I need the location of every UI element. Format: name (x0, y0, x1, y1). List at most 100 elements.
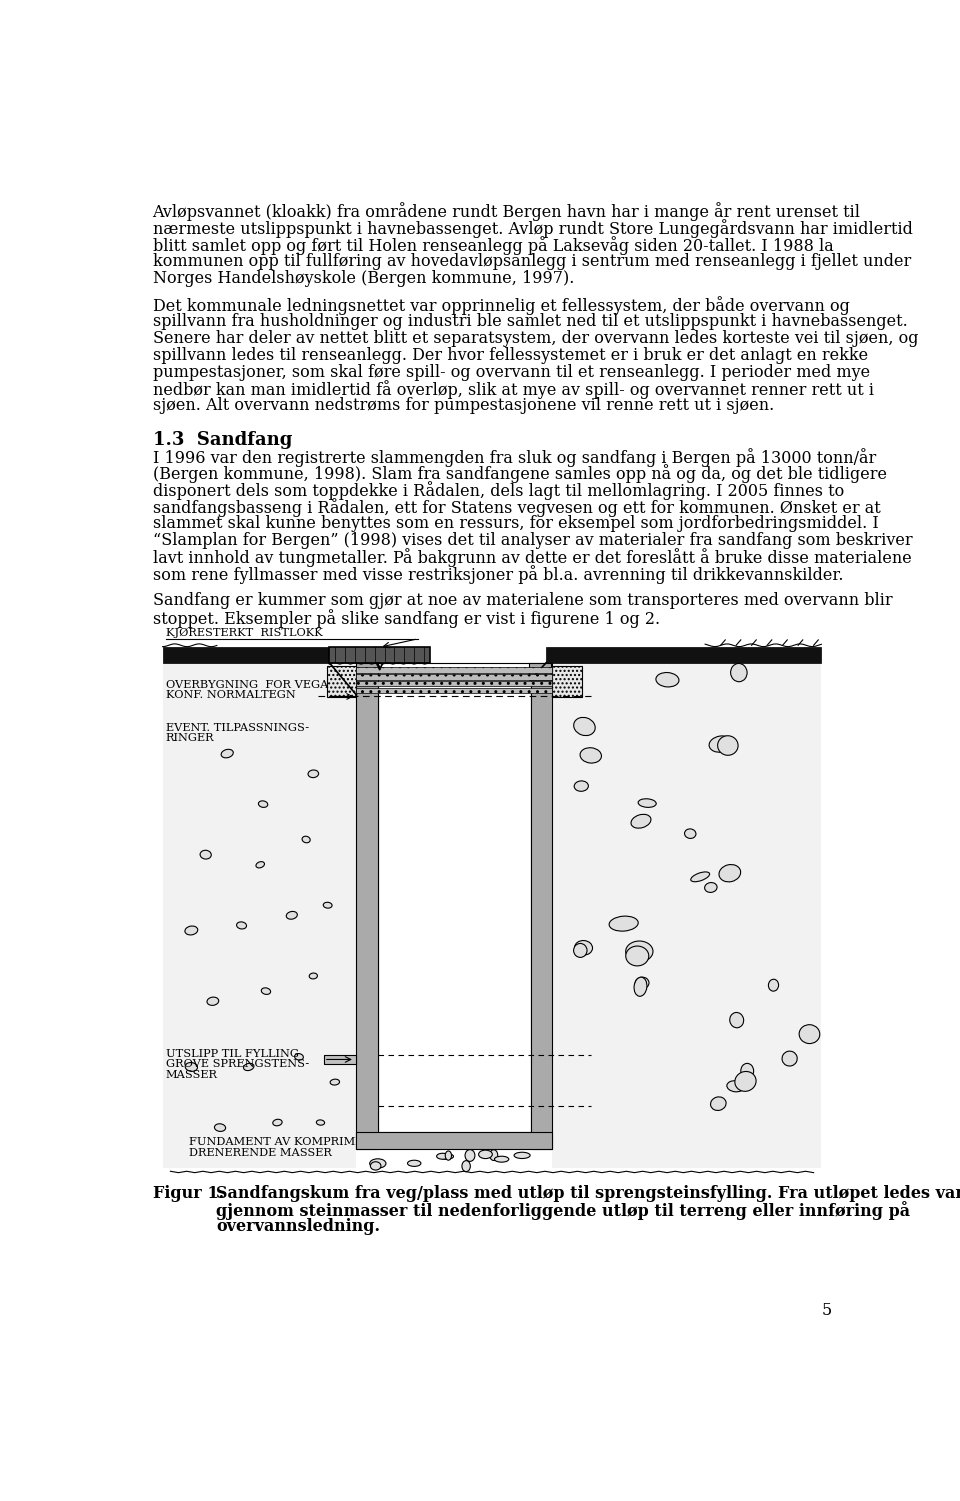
Text: Senere har deler av nettet blitt et separatsystem, der overvann ledes korteste v: Senere har deler av nettet blitt et sepa… (153, 330, 918, 347)
Ellipse shape (634, 977, 647, 997)
Ellipse shape (626, 946, 649, 967)
Text: sandfangsbasseng i Rådalen, ett for Statens vegvesen og ett for kommunen. Ønsket: sandfangsbasseng i Rådalen, ett for Stat… (153, 498, 880, 516)
Text: overvannsledning.: overvannsledning. (216, 1217, 380, 1235)
Ellipse shape (462, 1160, 470, 1172)
Ellipse shape (371, 1162, 381, 1171)
Text: UTSLIPP TIL FYLLING: UTSLIPP TIL FYLLING (166, 1049, 299, 1058)
Bar (324, 1055, 356, 1064)
Text: MASSER: MASSER (166, 1070, 218, 1081)
Bar (378, 662, 531, 1132)
Text: GROVE SPRENGSTENS-: GROVE SPRENGSTENS- (166, 1060, 309, 1069)
Text: spillvann ledes til renseanlegg. Der hvor fellessystemet er i bruk er det anlagt: spillvann ledes til renseanlegg. Der hvo… (153, 347, 868, 363)
Ellipse shape (244, 1063, 254, 1070)
Text: disponert dels som toppdekke i Rådalen, dels lagt til mellomlagring. I 2005 finn: disponert dels som toppdekke i Rådalen, … (153, 482, 844, 500)
Bar (356, 681, 552, 686)
Ellipse shape (494, 1156, 509, 1162)
Ellipse shape (638, 799, 657, 808)
Ellipse shape (799, 1025, 820, 1043)
Ellipse shape (286, 911, 298, 919)
Text: I 1996 var den registrerte slammengden fra sluk og sandfang i Bergen på 13000 to: I 1996 var den registrerte slammengden f… (153, 447, 876, 467)
Ellipse shape (370, 1159, 386, 1168)
Text: Figur 1.: Figur 1. (153, 1184, 224, 1202)
Ellipse shape (490, 1150, 497, 1160)
Ellipse shape (185, 1063, 198, 1072)
Ellipse shape (330, 1079, 340, 1085)
Text: RINGER: RINGER (166, 734, 214, 743)
Bar (529, 662, 551, 680)
Ellipse shape (302, 836, 310, 842)
Text: “Slamplan for Bergen” (1998) vises det til analyser av materialer fra sandfang s: “Slamplan for Bergen” (1998) vises det t… (153, 531, 912, 549)
Text: pumpestasjoner, som skal føre spill- og overvann til et renseanlegg. I perioder : pumpestasjoner, som skal føre spill- og … (153, 363, 870, 381)
Bar (546, 647, 822, 662)
Ellipse shape (574, 941, 592, 955)
Ellipse shape (782, 1051, 797, 1066)
Ellipse shape (574, 781, 588, 791)
Ellipse shape (445, 1151, 451, 1160)
Text: Det kommunale ledningsnettet var opprinnelig et fellessystem, der både overvann : Det kommunale ledningsnettet var opprinn… (153, 296, 850, 315)
Text: KJØRESTERKT  RISTLOKK: KJØRESTERKT RISTLOKK (166, 627, 323, 638)
Ellipse shape (580, 747, 602, 763)
Bar (552, 662, 822, 1168)
Bar (329, 647, 430, 662)
Ellipse shape (631, 815, 651, 829)
Ellipse shape (626, 941, 653, 962)
Text: som rene fyllmasser med visse restriksjoner på bl.a. avrenning til drikkevannski: som rene fyllmasser med visse restriksjo… (153, 566, 843, 584)
Text: nærmeste utslippspunkt i havnebassenget. Avløp rundt Store Lungegårdsvann har im: nærmeste utslippspunkt i havnebassenget.… (153, 219, 912, 239)
Text: sjøen. Alt overvann nedstrøms for pumpestasjonene vil renne rett ut i sjøen.: sjøen. Alt overvann nedstrøms for pumpes… (153, 398, 774, 414)
Ellipse shape (407, 1160, 420, 1166)
Text: OVERBYGNING  FOR VEGANLEGG: OVERBYGNING FOR VEGANLEGG (166, 680, 372, 689)
Ellipse shape (727, 1081, 744, 1091)
Ellipse shape (256, 862, 265, 868)
Ellipse shape (731, 663, 747, 681)
Text: Sandfang er kummer som gjør at noe av materialene som transporteres med overvann: Sandfang er kummer som gjør at noe av ma… (153, 591, 892, 609)
Text: gjennom steinmasser til nedenforliggende utløp til terreng eller innføring på: gjennom steinmasser til nedenforliggende… (216, 1201, 910, 1220)
Text: EVENT. TILPASSNINGS-: EVENT. TILPASSNINGS- (166, 722, 309, 732)
Bar (552, 666, 582, 698)
Ellipse shape (200, 850, 211, 859)
Ellipse shape (479, 1150, 492, 1159)
Ellipse shape (261, 988, 271, 995)
Ellipse shape (308, 770, 319, 778)
Text: KONF. NORMALTEGN: KONF. NORMALTEGN (166, 689, 296, 699)
Ellipse shape (574, 717, 595, 735)
Bar (162, 647, 329, 662)
Bar (327, 666, 356, 698)
Ellipse shape (656, 672, 679, 687)
Bar (356, 1132, 552, 1148)
Ellipse shape (636, 977, 649, 989)
Text: Avløpsvannet (kloakk) fra områdene rundt Bergen havn har i mange år rent urenset: Avløpsvannet (kloakk) fra områdene rundt… (153, 203, 860, 221)
Text: kommunen opp til fullføring av hovedavløpsanlegg i sentrum med renseanlegg i fje: kommunen opp til fullføring av hovedavlø… (153, 252, 911, 270)
Ellipse shape (684, 829, 696, 839)
Text: blitt samlet opp og ført til Holen renseanlegg på Laksevåg siden 20-tallet. I 19: blitt samlet opp og ført til Holen rense… (153, 236, 833, 255)
Ellipse shape (295, 1054, 303, 1060)
Text: 5: 5 (821, 1301, 831, 1319)
Ellipse shape (710, 1097, 726, 1111)
Text: lavt innhold av tungmetaller. På bakgrunn av dette er det foreslått å bruke diss: lavt innhold av tungmetaller. På bakgrun… (153, 548, 911, 567)
Ellipse shape (273, 1120, 282, 1126)
Bar (356, 687, 552, 693)
Ellipse shape (709, 735, 732, 752)
Ellipse shape (317, 1120, 324, 1126)
Text: nedbør kan man imidlertid få overløp, slik at mye av spill- og overvannet renner: nedbør kan man imidlertid få overløp, sl… (153, 380, 874, 399)
Ellipse shape (465, 1150, 475, 1162)
Text: FUNDAMENT AV KOMPRIMERTE: FUNDAMENT AV KOMPRIMERTE (189, 1138, 387, 1147)
Ellipse shape (440, 1154, 453, 1159)
Ellipse shape (185, 926, 198, 935)
Text: DRENERENDE MASSER: DRENERENDE MASSER (189, 1148, 332, 1157)
Ellipse shape (324, 902, 332, 908)
Ellipse shape (258, 802, 268, 808)
Ellipse shape (718, 735, 738, 755)
Ellipse shape (221, 749, 233, 758)
Bar (356, 662, 378, 1148)
Ellipse shape (437, 1153, 449, 1159)
Ellipse shape (691, 872, 709, 881)
Text: (Bergen kommune, 1998). Slam fra sandfangene samles opp nå og da, og det ble tid: (Bergen kommune, 1998). Slam fra sandfan… (153, 464, 886, 483)
Ellipse shape (610, 916, 638, 931)
Text: Norges Handelshøyskole (Bergen kommune, 1997).: Norges Handelshøyskole (Bergen kommune, … (153, 270, 574, 287)
Text: stoppet. Eksempler på slike sandfang er vist i figurene 1 og 2.: stoppet. Eksempler på slike sandfang er … (153, 609, 660, 627)
Ellipse shape (741, 1063, 754, 1078)
Ellipse shape (734, 1072, 756, 1091)
Ellipse shape (514, 1153, 530, 1159)
Ellipse shape (730, 1013, 744, 1028)
Ellipse shape (705, 883, 717, 893)
